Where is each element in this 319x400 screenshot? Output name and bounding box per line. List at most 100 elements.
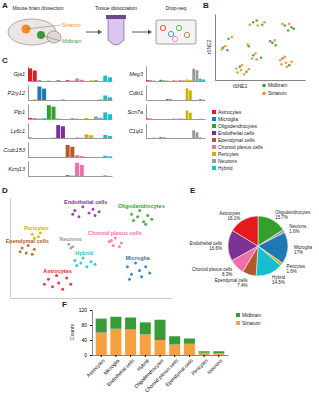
bar bbox=[108, 156, 112, 157]
point bbox=[236, 71, 239, 74]
bar bbox=[202, 138, 205, 139]
step-label: Tissue dissociation bbox=[95, 5, 137, 11]
tick-mark bbox=[115, 355, 116, 357]
bar bbox=[33, 71, 37, 82]
point bbox=[27, 244, 30, 247]
bar bbox=[186, 111, 189, 119]
axis-line bbox=[147, 119, 206, 120]
point bbox=[255, 19, 258, 22]
point bbox=[292, 28, 295, 31]
bar bbox=[172, 138, 175, 139]
bar bbox=[94, 117, 98, 119]
legend: AstrocytesMicrogliaOligodendrocytesEndot… bbox=[212, 109, 263, 171]
bar bbox=[156, 81, 159, 82]
legend-label: Ependymal cells bbox=[218, 137, 255, 143]
tick-mark bbox=[189, 355, 190, 357]
point bbox=[130, 213, 133, 216]
bar bbox=[37, 138, 41, 139]
bar bbox=[84, 176, 88, 177]
bars bbox=[166, 88, 205, 100]
point bbox=[142, 220, 145, 223]
point bbox=[69, 247, 72, 250]
bar bbox=[176, 100, 179, 101]
point bbox=[247, 68, 250, 71]
point bbox=[132, 219, 135, 222]
point bbox=[47, 278, 50, 281]
bar bbox=[42, 138, 46, 139]
bar bbox=[99, 81, 103, 82]
bar bbox=[80, 137, 84, 138]
cluster-label: Choroid plexus cells bbox=[88, 230, 142, 236]
tick: 40 bbox=[81, 337, 92, 343]
bar bbox=[66, 145, 70, 157]
bar bbox=[94, 138, 98, 139]
axis bbox=[28, 105, 29, 120]
bar bbox=[37, 157, 41, 158]
bar bbox=[196, 119, 199, 120]
axis-line bbox=[28, 105, 29, 120]
bar bbox=[75, 79, 79, 81]
bar bbox=[89, 119, 93, 120]
bar bbox=[213, 351, 224, 353]
bar bbox=[89, 100, 93, 101]
bar bbox=[89, 80, 93, 81]
axis bbox=[146, 124, 147, 139]
axis-line bbox=[28, 143, 29, 158]
bar bbox=[103, 135, 107, 138]
bar bbox=[94, 176, 98, 177]
bar bbox=[156, 119, 159, 120]
bars bbox=[146, 69, 205, 81]
bars bbox=[33, 87, 112, 101]
bar bbox=[84, 118, 88, 119]
axis bbox=[29, 100, 113, 101]
bar bbox=[89, 135, 93, 138]
bar bbox=[70, 175, 74, 176]
point bbox=[43, 283, 46, 286]
y-axis-title: tSNE2 bbox=[206, 40, 212, 55]
bar bbox=[179, 138, 182, 139]
point bbox=[79, 262, 82, 265]
bar bbox=[99, 138, 103, 139]
axis-line bbox=[29, 176, 113, 177]
bar bbox=[61, 119, 65, 120]
bar bbox=[149, 80, 152, 81]
bar bbox=[110, 317, 121, 329]
legend-label: Neurons bbox=[218, 158, 237, 164]
bar bbox=[47, 100, 51, 101]
point bbox=[71, 213, 74, 216]
bar bbox=[163, 100, 166, 101]
droplet bbox=[184, 32, 189, 37]
cluster-label: Ependymal cells bbox=[6, 238, 49, 244]
axis bbox=[146, 105, 147, 120]
bars bbox=[28, 125, 112, 138]
bar bbox=[163, 137, 166, 138]
cerebellum bbox=[47, 31, 61, 43]
bar bbox=[153, 80, 156, 81]
legend-swatch bbox=[262, 92, 266, 96]
bar bbox=[66, 80, 70, 81]
tube-cap bbox=[106, 15, 126, 19]
axis bbox=[10, 199, 11, 299]
bar bbox=[61, 157, 65, 158]
bar bbox=[47, 157, 51, 158]
bar bbox=[56, 118, 60, 119]
bars bbox=[153, 130, 202, 138]
point bbox=[249, 23, 252, 26]
point bbox=[224, 45, 227, 48]
tick-mark bbox=[90, 310, 92, 311]
chart: AstrocytesMicrogliaOligodendrocytesEndot… bbox=[6, 199, 173, 299]
tick: Endothelial cells bbox=[105, 355, 135, 387]
cluster-label: Endothelial cells bbox=[64, 199, 107, 205]
bar bbox=[176, 119, 179, 120]
point bbox=[287, 29, 290, 32]
point bbox=[120, 242, 123, 245]
bar bbox=[192, 69, 195, 81]
bar bbox=[172, 80, 175, 81]
bar bbox=[61, 99, 65, 100]
track-label: Cdkl1 bbox=[129, 90, 143, 96]
bar bbox=[52, 107, 56, 119]
legend-label: Striatum bbox=[242, 320, 261, 326]
point bbox=[110, 239, 113, 242]
bar bbox=[199, 137, 202, 138]
bar bbox=[94, 157, 98, 158]
